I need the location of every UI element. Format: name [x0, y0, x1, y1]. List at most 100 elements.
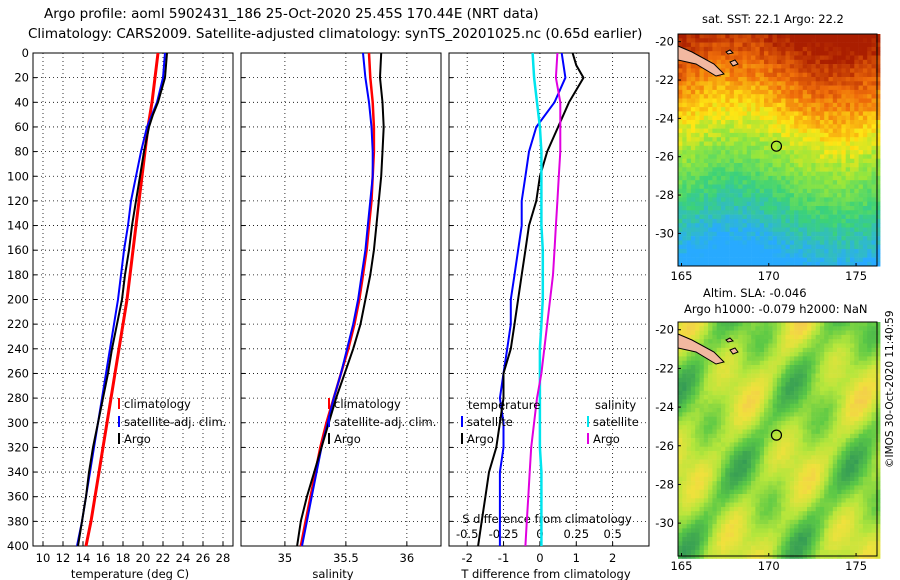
map-cell — [729, 472, 735, 478]
map-cell — [682, 59, 687, 65]
map-cell — [807, 150, 812, 155]
map-cell — [690, 137, 696, 142]
map-cell — [819, 459, 825, 465]
map-cell — [837, 472, 842, 478]
map-cell — [721, 386, 726, 392]
map-cell — [854, 244, 859, 250]
map-cell — [824, 51, 829, 56]
map-cell — [699, 107, 705, 112]
map-cell — [802, 365, 808, 370]
map-cell — [703, 433, 709, 439]
map-cell — [742, 175, 748, 181]
map-cell — [824, 481, 829, 486]
map-cell — [725, 433, 730, 439]
map-cell — [862, 218, 868, 224]
map-cell — [755, 386, 760, 392]
map-cell — [751, 158, 756, 164]
map-cell — [802, 94, 808, 99]
map-cell — [716, 201, 722, 207]
map-cell — [867, 386, 872, 392]
map-cell — [824, 231, 829, 237]
map-cell — [819, 124, 825, 129]
map-cell — [682, 347, 687, 353]
map-cell — [802, 223, 808, 228]
map-cell — [785, 489, 791, 495]
map-cell — [819, 175, 825, 181]
map-cell — [867, 111, 872, 116]
map-cell — [798, 257, 803, 263]
map-cell — [772, 399, 778, 404]
map-cell — [772, 468, 778, 473]
map-cell — [729, 326, 735, 331]
map-cell — [695, 408, 700, 413]
map-cell — [776, 382, 782, 387]
map-cell — [764, 72, 769, 78]
map-cell — [772, 511, 778, 516]
map-cell — [802, 489, 808, 495]
map-cell — [807, 494, 812, 499]
map-cell — [785, 98, 791, 104]
map-cell — [871, 120, 877, 125]
map-cell — [781, 330, 786, 336]
map-cell — [742, 197, 748, 202]
map-cell — [751, 459, 756, 465]
map-cell — [845, 145, 851, 151]
map-cell — [755, 468, 760, 473]
map-cell — [682, 231, 687, 237]
map-cell — [819, 386, 825, 392]
map-cell — [871, 395, 877, 400]
map-cell — [824, 468, 829, 473]
map-cell — [686, 223, 692, 228]
map-cell — [854, 455, 859, 460]
map-cell — [725, 89, 730, 95]
map-cell — [729, 115, 735, 121]
map-cell — [725, 403, 730, 409]
map-cell — [850, 343, 855, 349]
map-cell — [785, 330, 791, 336]
map-cell — [875, 227, 881, 233]
map-cell — [751, 137, 756, 142]
map-cell — [794, 227, 799, 233]
map-cell — [733, 227, 739, 233]
map-cell — [824, 137, 829, 142]
map-cell — [682, 38, 687, 43]
map-cell — [755, 197, 760, 202]
map-cell — [755, 412, 760, 417]
map-cell — [875, 326, 881, 331]
map-cell — [871, 201, 877, 207]
map-cell — [742, 120, 748, 125]
map-cell — [703, 420, 709, 426]
map-cell — [738, 334, 743, 340]
map-cell — [781, 343, 786, 349]
map-cell — [781, 425, 786, 430]
map-cell — [858, 420, 864, 426]
map-cell — [751, 102, 756, 108]
map-cell — [871, 184, 877, 190]
map-cell — [807, 120, 812, 125]
map-cell — [845, 89, 851, 95]
map-cell — [699, 158, 705, 164]
map-cell — [733, 180, 739, 185]
map-cell — [858, 102, 864, 108]
map-cell — [729, 459, 735, 465]
map-cell — [837, 438, 842, 443]
map-cell — [837, 68, 842, 73]
map-cell — [789, 193, 795, 198]
map-cell — [871, 365, 877, 370]
map-cell — [807, 231, 812, 237]
map-cell — [807, 236, 812, 241]
map-cell — [746, 223, 752, 228]
map-cell — [686, 253, 692, 258]
map-cell — [755, 463, 760, 469]
map-cell — [815, 420, 821, 426]
map-cell — [815, 98, 821, 104]
map-cell — [682, 506, 687, 512]
map-cell — [789, 451, 795, 456]
map-cell — [699, 236, 705, 241]
map-cell — [871, 502, 877, 508]
map-cell — [824, 72, 829, 78]
map-cell — [686, 511, 692, 516]
map-cell — [858, 227, 864, 233]
map-cell — [862, 451, 868, 456]
map-cell — [725, 77, 730, 82]
